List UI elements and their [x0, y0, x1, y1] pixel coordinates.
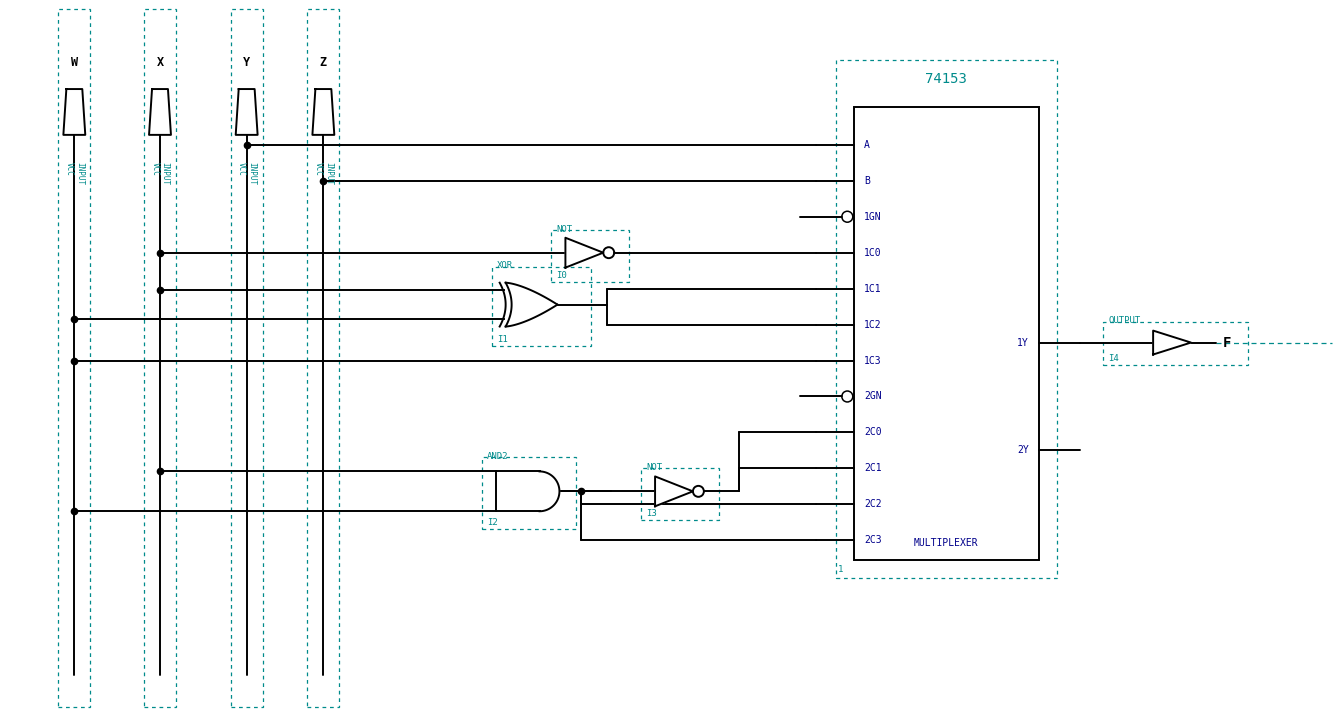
Text: I4: I4 — [1109, 354, 1120, 364]
Text: A: A — [864, 140, 870, 150]
Polygon shape — [496, 471, 559, 511]
Bar — [641, 468, 719, 521]
Text: 1Y: 1Y — [1017, 337, 1028, 347]
Text: Y: Y — [243, 56, 250, 69]
Text: I1: I1 — [497, 336, 508, 344]
Text: 1: 1 — [839, 565, 844, 574]
Text: X: X — [156, 56, 164, 69]
Polygon shape — [63, 89, 85, 135]
Bar — [144, 9, 176, 707]
Text: AND2: AND2 — [487, 453, 508, 461]
Text: B: B — [864, 176, 870, 185]
Polygon shape — [1153, 331, 1191, 354]
Bar — [492, 267, 591, 347]
Text: 2C1: 2C1 — [864, 463, 882, 473]
Bar — [308, 9, 339, 707]
Text: 1GN: 1GN — [864, 212, 882, 222]
Bar — [836, 60, 1056, 578]
Text: W: W — [71, 56, 78, 69]
Bar — [481, 458, 577, 529]
Text: I3: I3 — [646, 509, 657, 518]
Text: INPUT: INPUT — [324, 162, 333, 185]
Polygon shape — [235, 89, 258, 135]
Polygon shape — [655, 476, 694, 506]
Text: MULTIPLEXER: MULTIPLEXER — [914, 538, 978, 548]
Text: 74153: 74153 — [926, 72, 968, 86]
Text: 1C0: 1C0 — [864, 248, 882, 258]
Bar — [1103, 321, 1247, 365]
Bar — [551, 230, 629, 281]
Text: VCC: VCC — [314, 162, 323, 175]
Polygon shape — [505, 283, 558, 326]
Text: Z: Z — [320, 56, 327, 69]
Text: 2Y: 2Y — [1017, 445, 1028, 455]
Text: VCC: VCC — [65, 162, 74, 175]
Text: VCC: VCC — [151, 162, 160, 175]
Text: 1C2: 1C2 — [864, 319, 882, 329]
Text: 2C2: 2C2 — [864, 499, 882, 509]
Polygon shape — [149, 89, 171, 135]
Text: NOT: NOT — [646, 463, 663, 473]
Text: NOT: NOT — [556, 225, 573, 233]
Text: OUTPUT: OUTPUT — [1109, 316, 1141, 324]
Text: 2C3: 2C3 — [864, 536, 882, 546]
Text: XOR: XOR — [497, 261, 513, 270]
Polygon shape — [312, 89, 335, 135]
Bar — [855, 107, 1039, 560]
Polygon shape — [566, 238, 603, 268]
Text: INPUT: INPUT — [75, 162, 83, 185]
Text: 2C0: 2C0 — [864, 427, 882, 437]
Text: F: F — [1223, 336, 1231, 349]
Text: INPUT: INPUT — [247, 162, 257, 185]
Text: 1C1: 1C1 — [864, 284, 882, 294]
Text: 2GN: 2GN — [864, 392, 882, 402]
Bar — [58, 9, 90, 707]
Text: I0: I0 — [556, 271, 567, 279]
Text: INPUT: INPUT — [160, 162, 169, 185]
Text: 1C3: 1C3 — [864, 356, 882, 366]
Text: I2: I2 — [487, 518, 497, 527]
Bar — [231, 9, 262, 707]
Text: VCC: VCC — [237, 162, 246, 175]
